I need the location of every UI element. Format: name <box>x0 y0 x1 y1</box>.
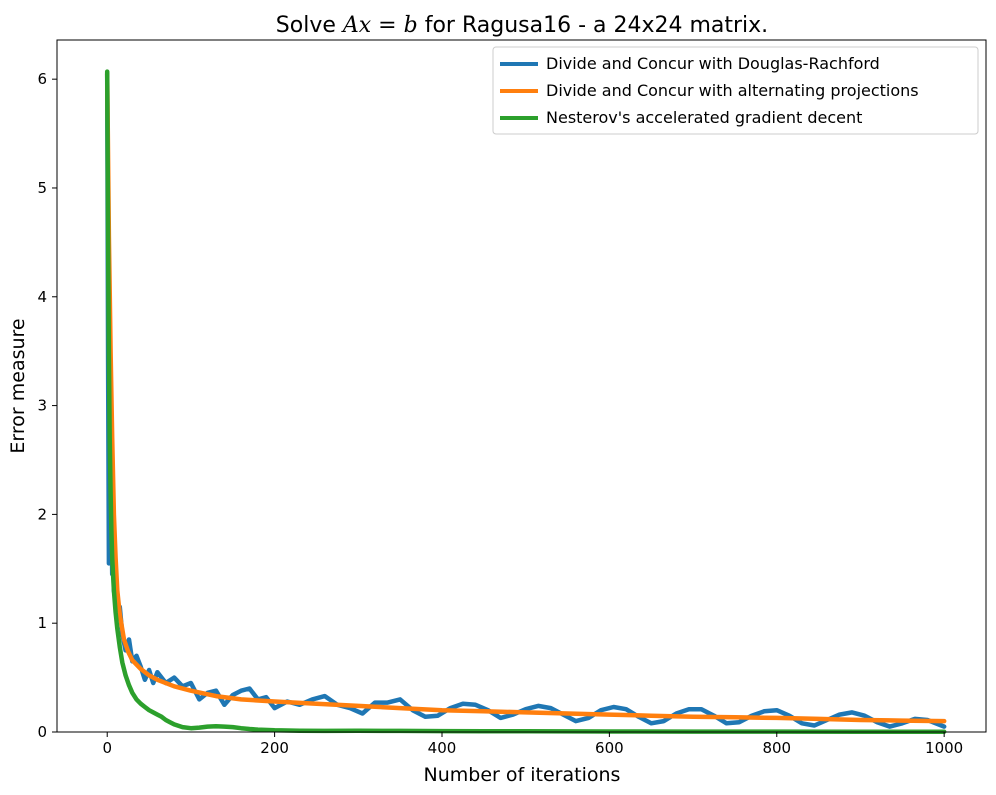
legend-marker-1 <box>517 62 521 66</box>
plot-lines <box>104 69 947 734</box>
y-tick-label: 1 <box>37 614 47 632</box>
y-tick-label: 4 <box>37 288 47 306</box>
legend-marker-3 <box>517 116 521 120</box>
y-axis-ticks: 0 1 2 3 4 5 6 <box>37 70 57 741</box>
series-line-3 <box>104 69 947 734</box>
y-tick-label: 0 <box>37 723 47 741</box>
x-tick-label: 600 <box>595 739 624 757</box>
y-tick-label: 5 <box>37 179 47 197</box>
chart-title-prefix: Solve <box>276 13 343 38</box>
legend-label-3: Nesterov's accelerated gradient decent <box>546 108 862 127</box>
x-tick-label: 200 <box>260 739 289 757</box>
x-tick-label: 0 <box>102 739 112 757</box>
y-tick-label: 3 <box>37 397 47 415</box>
axes-frame <box>56 39 987 733</box>
y-tick-label: 2 <box>37 505 47 523</box>
x-tick-label: 1000 <box>925 739 963 757</box>
chart-title-suffix: for Ragusa16 - a 24x24 matrix. <box>418 13 768 38</box>
legend-label-2: Divide and Concur with alternating proje… <box>546 81 919 100</box>
x-tick-label: 400 <box>428 739 457 757</box>
series-line-2 <box>104 71 947 724</box>
x-axis-label: Number of iterations <box>424 764 621 786</box>
y-axis-label: Error measure <box>7 318 29 453</box>
chart-title: Solve Ax = b for Ragusa16 - a 24x24 matr… <box>276 13 768 38</box>
x-tick-label: 800 <box>762 739 791 757</box>
legend: Divide and Concur with Douglas-Rachford D… <box>492 46 979 135</box>
legend-label-1: Divide and Concur with Douglas-Rachford <box>546 54 880 73</box>
y-tick-label: 6 <box>37 70 47 88</box>
legend-marker-2 <box>517 89 521 93</box>
series-line-1 <box>104 71 947 729</box>
chart-title-math: Ax = b <box>341 13 418 38</box>
x-axis-ticks: 0 200 400 600 800 1000 <box>102 732 963 757</box>
legend-frame <box>492 46 979 135</box>
